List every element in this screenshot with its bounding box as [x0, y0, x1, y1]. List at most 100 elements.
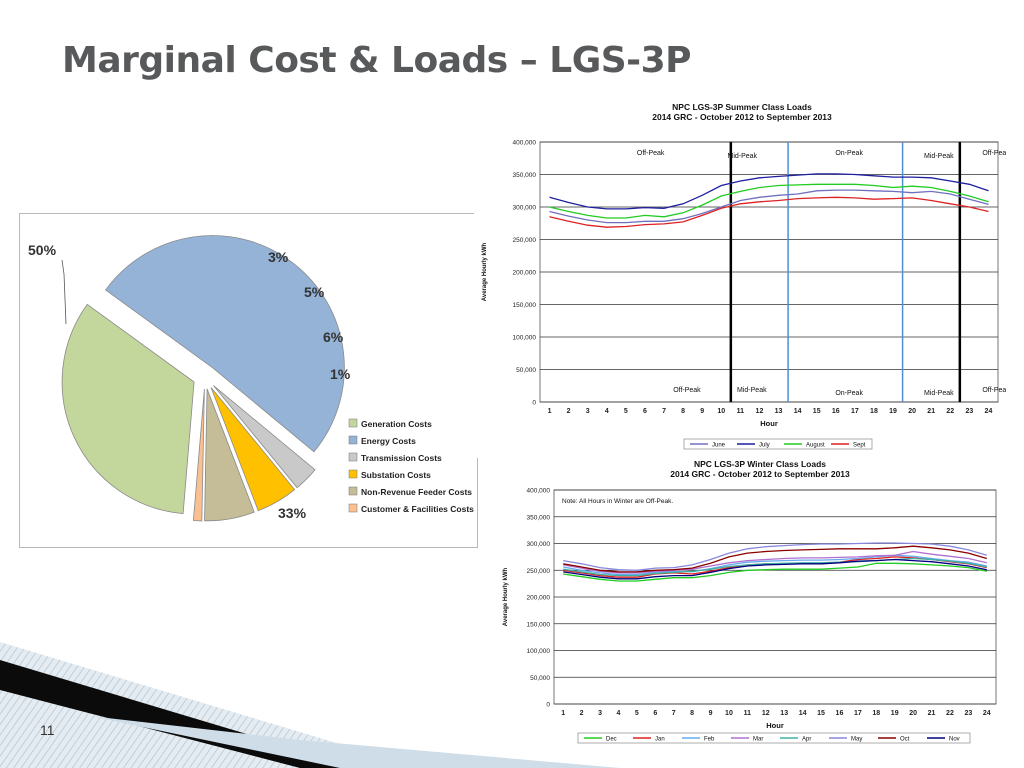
x-tick-label: 13 [775, 408, 783, 415]
x-tick-label: 15 [813, 408, 821, 415]
x-tick-label: 18 [872, 710, 880, 717]
x-tick-label: 7 [672, 710, 676, 717]
x-tick-label: 13 [780, 710, 788, 717]
x-tick-label: 3 [598, 710, 602, 717]
x-tick-label: 2 [567, 408, 571, 415]
x-axis-label: Hour [760, 419, 778, 428]
x-tick-label: 21 [928, 710, 936, 717]
x-tick-label: 18 [870, 408, 878, 415]
y-axis-label: Average Hourly kWh [482, 242, 488, 301]
x-tick-label: 11 [744, 710, 752, 717]
y-tick-label: 150,000 [527, 621, 551, 628]
x-tick-label: 1 [548, 408, 552, 415]
chart-title: NPC LGS-3P Summer Class Loads [672, 102, 812, 112]
series-line-august [549, 183, 989, 219]
x-tick-label: 12 [756, 408, 764, 415]
x-tick-label: 1 [561, 710, 565, 717]
period-label-top: Off-Peak [982, 150, 1006, 157]
winter-chart-panel: NPC LGS-3P Winter Class Loads 2014 GRC - … [496, 458, 1004, 746]
y-tick-label: 100,000 [527, 648, 551, 655]
y-tick-label: 300,000 [527, 541, 551, 548]
legend-label-non-revenue-feeder-costs: Non-Revenue Feeder Costs [361, 487, 472, 497]
period-label-top: Mid-Peak [727, 153, 757, 160]
y-axis-label: Average Hourly kWh [503, 567, 509, 626]
period-label-bottom: Off-Peak [673, 387, 701, 394]
x-tick-label: 19 [889, 408, 897, 415]
x-tick-label: 9 [700, 408, 704, 415]
x-tick-label: 3 [586, 408, 590, 415]
pie-label-non-revenue-feeder-costs: 6% [323, 329, 344, 345]
legend-label-sept: Sept [853, 443, 866, 449]
legend-label-generation-costs: Generation Costs [361, 419, 432, 429]
x-tick-label: 17 [851, 408, 859, 415]
series-line-sept [549, 196, 989, 228]
legend-label-customer-facilities-costs: Customer & Facilities Costs [361, 504, 474, 514]
series-line-dec [563, 562, 987, 582]
x-tick-label: 14 [794, 408, 802, 415]
x-tick-label: 4 [617, 710, 621, 717]
x-tick-label: 22 [946, 710, 954, 717]
x-tick-label: 24 [983, 710, 991, 717]
x-tick-label: 2 [580, 710, 584, 717]
y-tick-label: 50,000 [530, 675, 550, 682]
y-tick-label: 300,000 [513, 205, 537, 212]
x-tick-label: 5 [635, 710, 639, 717]
pie-slice-transmission-costs [213, 385, 316, 489]
x-tick-label: 17 [854, 710, 862, 717]
pie-leader-line [61, 259, 67, 325]
corner-decoration [0, 642, 620, 768]
x-tick-label: 16 [832, 408, 840, 415]
legend-label-substation-costs: Substation Costs [361, 470, 431, 480]
pie-slice-substation-costs [210, 387, 296, 512]
pie-label-substation-costs: 5% [304, 284, 325, 300]
x-tick-label: 6 [643, 408, 647, 415]
x-tick-label: 15 [817, 710, 825, 717]
legend-swatch-generation-costs [348, 418, 358, 428]
pie-slice-generation-costs [61, 303, 195, 514]
x-tick-label: 7 [662, 408, 666, 415]
legend-label-feb: Feb [704, 737, 715, 743]
legend-label-june: June [712, 443, 726, 449]
legend-label-jan: Jan [655, 737, 665, 743]
series-line-nov [563, 558, 987, 580]
y-tick-label: 50,000 [516, 367, 536, 374]
x-tick-label: 19 [891, 710, 899, 717]
x-tick-label: 4 [605, 408, 609, 415]
pie-slice-energy-costs [105, 235, 345, 453]
x-tick-label: 20 [909, 710, 917, 717]
pie-slice-non-revenue-feeder-costs [204, 388, 255, 522]
y-tick-label: 250,000 [527, 568, 551, 575]
x-tick-label: 23 [965, 408, 973, 415]
chart-subtitle: 2014 GRC - October 2012 to September 201… [670, 469, 850, 479]
y-tick-label: 400,000 [513, 140, 537, 147]
legend-label-nov: Nov [949, 737, 960, 743]
pie-label-customer-facilities-costs: 1% [330, 366, 351, 382]
period-label-bottom: Mid-Peak [737, 387, 767, 394]
series-line-oct [563, 545, 987, 573]
x-tick-label: 11 [737, 408, 745, 415]
chart-legend [577, 732, 971, 744]
x-tick-label: 24 [985, 408, 993, 415]
y-tick-label: 150,000 [513, 302, 537, 309]
legend-label-july: July [759, 443, 770, 449]
legend-swatch-substation-costs [348, 469, 358, 479]
legend-label-may: May [851, 737, 862, 743]
series-line-feb [563, 554, 987, 576]
y-tick-label: 200,000 [513, 270, 537, 277]
cost-pie-chart: 50% 3% 5% 6% 1% 33% Generation Costs Energy Cos… [28, 235, 474, 522]
chart-annotation: Note: All Hours in Winter are Off-Peak. [562, 498, 673, 505]
y-tick-label: 250,000 [513, 237, 537, 244]
period-label-bottom: Off-Peak [982, 387, 1006, 394]
series-line-apr [563, 557, 987, 577]
chart-legend [683, 438, 873, 450]
legend-label-oct: Oct [900, 737, 910, 743]
x-tick-label: 10 [717, 408, 725, 415]
x-tick-label: 14 [799, 710, 807, 717]
legend-swatch-transmission-costs [348, 452, 358, 462]
pie-label-generation-costs: 33% [278, 505, 307, 521]
x-tick-label: 8 [690, 710, 694, 717]
x-tick-label: 23 [964, 710, 972, 717]
x-tick-label: 16 [836, 710, 844, 717]
